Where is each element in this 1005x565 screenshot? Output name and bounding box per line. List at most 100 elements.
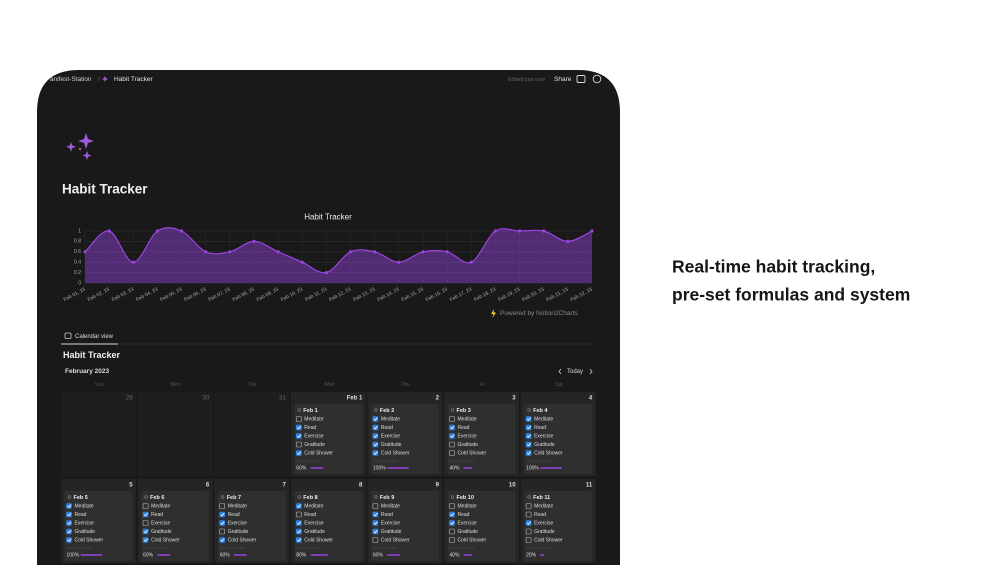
point	[590, 229, 594, 233]
point	[228, 250, 232, 254]
checkbox[interactable]	[295, 511, 302, 518]
entry-date: Feb 4	[533, 408, 548, 414]
habit-name: Exercise	[534, 521, 553, 527]
edited-status: Edited just now	[508, 77, 545, 83]
checkbox[interactable]	[525, 511, 532, 518]
checkbox[interactable]	[449, 511, 455, 518]
checkbox[interactable]	[525, 450, 532, 456]
entry-card[interactable]	[294, 491, 363, 561]
habit-name: Cold Shower	[304, 451, 333, 457]
checkbox[interactable]	[142, 503, 149, 509]
checkbox[interactable]	[372, 503, 379, 509]
checkbox[interactable]	[219, 528, 225, 535]
checkbox[interactable]	[295, 433, 302, 439]
checkbox[interactable]	[449, 441, 455, 448]
habit-name: Meditate	[381, 417, 400, 423]
entry-card[interactable]	[524, 404, 593, 474]
checkbox[interactable]	[449, 433, 455, 439]
checkbox[interactable]	[372, 528, 379, 535]
habit-name: Gratitude	[534, 442, 555, 448]
checkbox[interactable]	[449, 416, 455, 422]
checkbox[interactable]	[449, 528, 455, 535]
checkbox[interactable]	[295, 528, 302, 535]
progress-bar	[386, 554, 401, 556]
checkbox[interactable]	[219, 537, 225, 543]
checkbox[interactable]	[525, 520, 532, 526]
checkbox[interactable]	[449, 520, 455, 526]
checkbox[interactable]	[219, 520, 225, 526]
day-number: 9	[436, 483, 440, 489]
weekday-label: Mon	[171, 382, 181, 388]
checkbox[interactable]	[525, 528, 532, 535]
point	[397, 260, 401, 264]
page-title: Habit Tracker	[62, 182, 148, 197]
entry-card[interactable]	[217, 491, 286, 561]
checkbox[interactable]	[372, 424, 379, 431]
checkbox[interactable]	[295, 503, 302, 509]
entry-card[interactable]	[447, 404, 516, 474]
breadcrumb-parent[interactable]: anifest-Station	[50, 76, 92, 83]
checkbox[interactable]	[449, 503, 455, 509]
checkbox[interactable]	[142, 528, 149, 535]
sparkle	[78, 133, 94, 149]
entry-card[interactable]	[64, 491, 133, 561]
checkbox[interactable]	[142, 537, 149, 543]
checkbox[interactable]	[66, 503, 72, 509]
day-number: 8	[359, 483, 363, 489]
today-button[interactable]: Today	[567, 369, 583, 375]
entry-card[interactable]	[370, 491, 439, 561]
checkbox[interactable]	[372, 416, 379, 422]
progress-bar	[463, 467, 473, 469]
checkbox[interactable]	[372, 441, 379, 448]
entry-card[interactable]	[370, 404, 439, 474]
checkmark	[526, 451, 531, 455]
next-month[interactable]	[589, 368, 593, 375]
checkbox[interactable]	[449, 424, 455, 431]
checkbox[interactable]	[372, 450, 379, 456]
checkbox[interactable]	[372, 520, 379, 526]
comment-icon[interactable]	[576, 75, 586, 83]
checkbox[interactable]	[142, 520, 149, 526]
checkbox[interactable]	[525, 416, 532, 422]
prev-month[interactable]	[558, 368, 562, 375]
checkbox[interactable]	[372, 433, 379, 439]
checkbox[interactable]	[525, 424, 532, 431]
checkbox[interactable]	[219, 511, 225, 518]
progress-bar	[157, 554, 171, 556]
checkbox[interactable]	[142, 511, 149, 518]
chart-credit[interactable]: Powered by Notion2Charts	[500, 310, 578, 317]
entry-date: Feb 7	[227, 495, 241, 501]
checkbox[interactable]	[525, 537, 532, 543]
entry-card[interactable]	[141, 491, 210, 561]
entry-icon	[527, 495, 531, 499]
checkbox[interactable]	[525, 433, 532, 439]
checkbox[interactable]	[449, 537, 455, 543]
progress-label: 60%	[296, 465, 307, 471]
checkbox[interactable]	[295, 416, 302, 422]
checkmark	[220, 538, 225, 542]
entry-card[interactable]	[524, 491, 593, 561]
checkbox[interactable]	[295, 537, 302, 543]
checkbox[interactable]	[295, 520, 302, 526]
checkbox[interactable]	[219, 503, 225, 509]
checkbox[interactable]	[66, 528, 72, 535]
checkbox[interactable]	[295, 450, 302, 456]
checkbox[interactable]	[295, 424, 302, 431]
checkbox[interactable]	[66, 520, 72, 526]
checkbox[interactable]	[525, 441, 532, 448]
checkbox[interactable]	[372, 511, 379, 518]
entry-card[interactable]	[447, 491, 516, 561]
breadcrumb-current[interactable]: Habit Tracker	[114, 76, 153, 83]
checkbox[interactable]	[525, 503, 532, 509]
entry-card[interactable]	[294, 404, 363, 474]
share-button[interactable]: Share	[554, 76, 572, 83]
calendar-tab[interactable]: Calendar view	[75, 334, 114, 340]
checkbox[interactable]	[66, 511, 72, 518]
history-icon[interactable]	[592, 74, 602, 84]
checkbox[interactable]	[295, 441, 302, 448]
point	[131, 260, 135, 264]
habit-name: Cold Shower	[458, 451, 487, 457]
checkbox[interactable]	[66, 537, 72, 543]
checkbox[interactable]	[449, 450, 455, 456]
checkbox[interactable]	[372, 537, 379, 543]
